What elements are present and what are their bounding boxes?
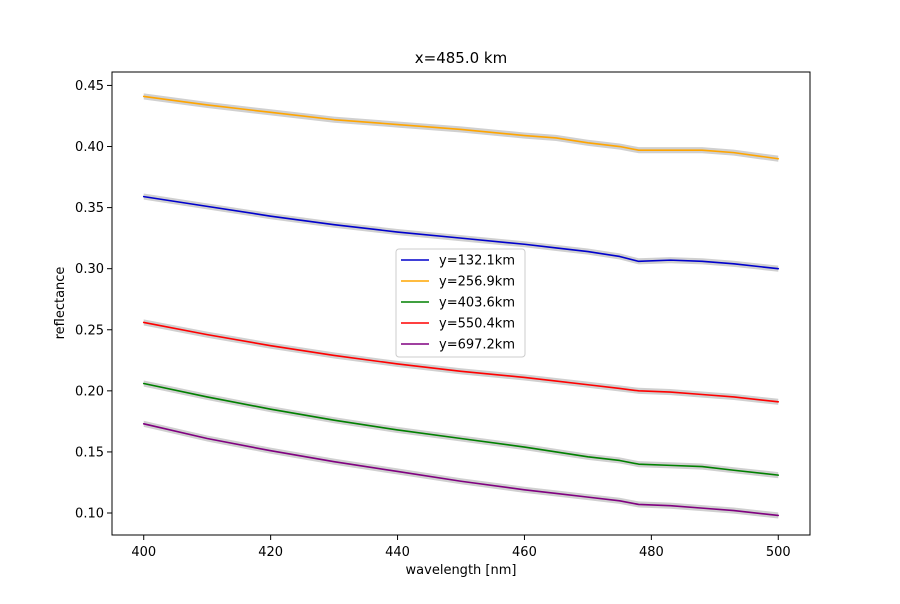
- x-tick-label: 420: [258, 545, 283, 560]
- x-axis-label: wavelength [nm]: [406, 563, 517, 578]
- legend-label-1: y=132.1km: [439, 254, 515, 269]
- y-tick-label: 0.40: [75, 140, 104, 155]
- x-tick-label: 460: [512, 545, 537, 560]
- axes-frame: [111, 71, 811, 536]
- y-tick-label: 0.45: [75, 79, 104, 94]
- series-band-4: [143, 319, 779, 405]
- chart-title: x=485.0 km: [415, 49, 507, 67]
- legend: y=132.1km y=256.9km y=403.6km y=550.4km y=69…: [395, 248, 526, 358]
- series-band-2: [143, 93, 779, 162]
- legend-box: [395, 248, 526, 358]
- y-tick-label: 0.20: [75, 384, 104, 399]
- legend-label-2: y=256.9km: [439, 275, 515, 290]
- series-band-1: [143, 193, 779, 272]
- series-line-4: [142, 321, 780, 403]
- x-tick-label: 440: [385, 545, 410, 560]
- series-lines: [142, 95, 780, 517]
- legend-label-3: y=403.6km: [439, 296, 515, 311]
- y-axis-label: reflectance: [53, 267, 68, 340]
- y-tick-label: 0.10: [75, 507, 104, 522]
- x-tick-label: 480: [639, 545, 664, 560]
- x-tick-label: 500: [766, 545, 791, 560]
- x-axis-ticks: 400 420 440 460 480 500: [131, 535, 791, 560]
- series-line-3: [142, 382, 780, 476]
- series-line-5: [142, 423, 780, 517]
- series-line-1: [142, 195, 780, 270]
- y-tick-label: 0.35: [75, 201, 104, 216]
- y-axis-ticks: 0.10 0.15 0.20 0.25 0.30 0.35 0.40 0.45: [75, 79, 112, 522]
- legend-label-4: y=550.4km: [439, 317, 515, 332]
- x-tick-label: 400: [131, 545, 156, 560]
- y-tick-label: 0.30: [75, 262, 104, 277]
- series-line-2: [142, 95, 780, 160]
- legend-label-5: y=697.2km: [439, 338, 515, 353]
- y-tick-label: 0.15: [75, 445, 104, 460]
- y-tick-label: 0.25: [75, 323, 104, 338]
